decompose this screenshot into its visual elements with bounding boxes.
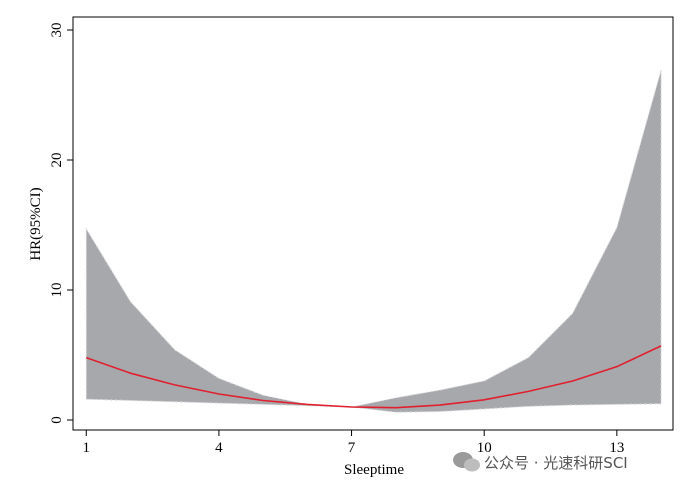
watermark-icon: [464, 458, 480, 472]
y-tick-label: 30: [49, 22, 65, 37]
y-tick-label: 20: [49, 152, 65, 167]
x-tick-label: 1: [83, 440, 91, 456]
x-axis-label: Sleeptime: [344, 462, 404, 478]
y-axis-label: HR(95%CI): [28, 187, 44, 260]
y-tick-label: 0: [49, 416, 65, 424]
x-tick-label: 7: [348, 440, 356, 456]
x-tick-label: 10: [477, 440, 492, 456]
watermark: 公众号 · 光速科研SCI: [453, 452, 628, 472]
ci-band: [85, 70, 662, 413]
x-tick-label: 4: [215, 440, 223, 456]
x-tick-label: 13: [609, 440, 624, 456]
watermark-text: 公众号 · 光速科研SCI: [484, 454, 628, 472]
plot-frame: [72, 16, 674, 431]
y-tick-label: 10: [49, 282, 65, 297]
hr-line: [85, 345, 662, 409]
